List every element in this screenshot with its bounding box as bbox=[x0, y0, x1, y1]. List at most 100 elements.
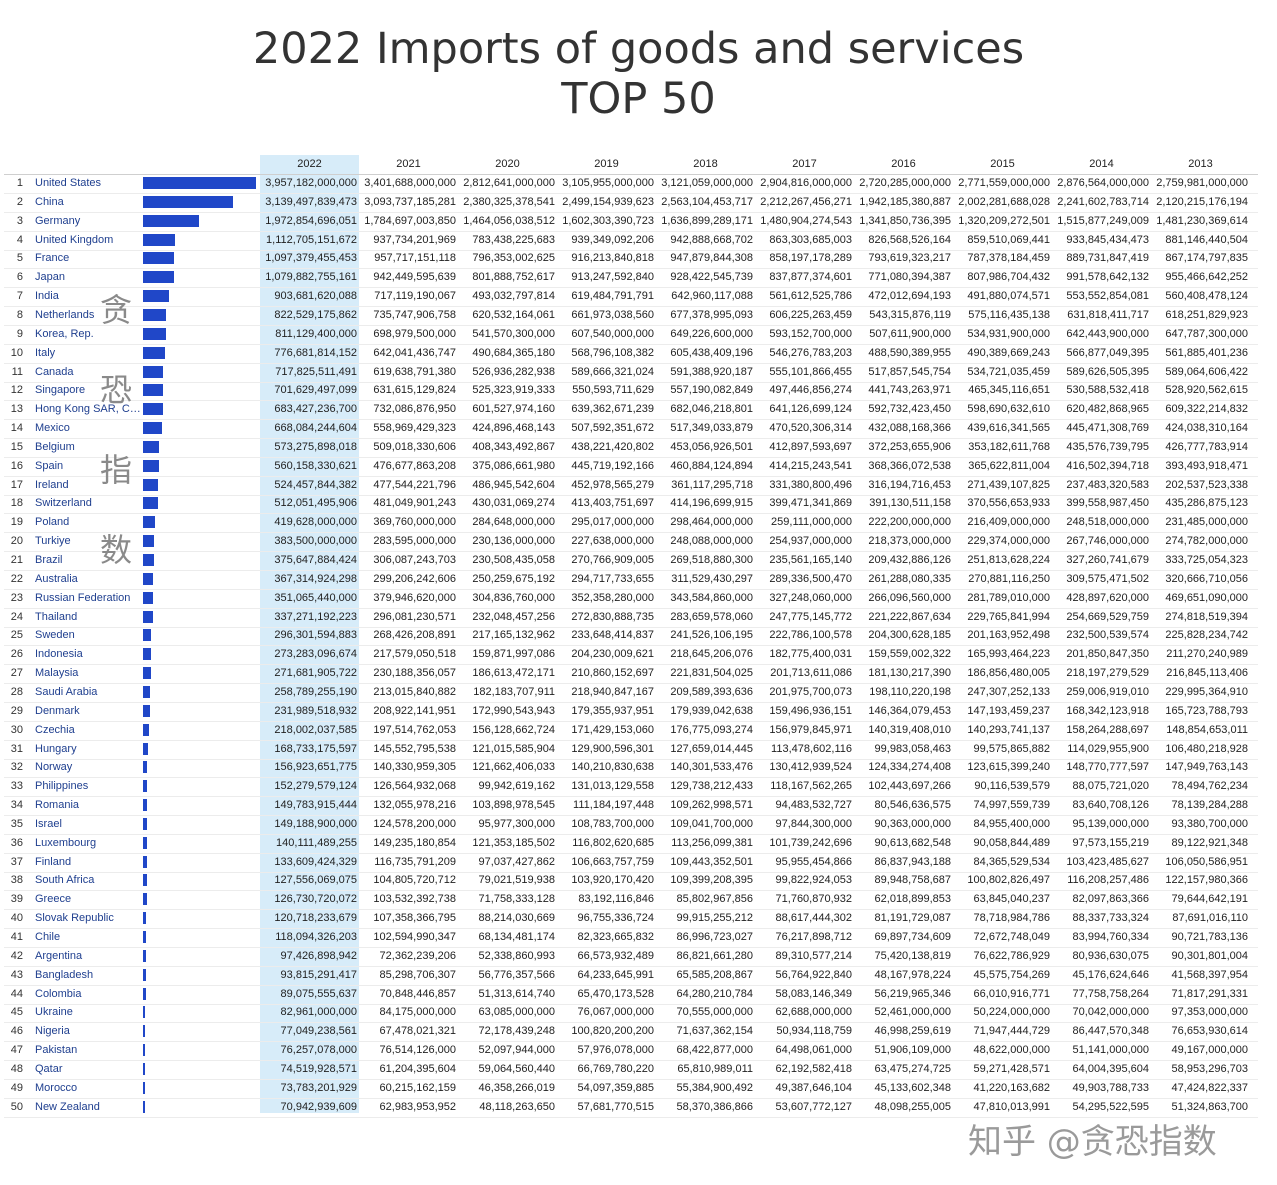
cell-2013: 424,038,310,164 bbox=[1165, 422, 1248, 435]
cell-2020: 88,214,030,669 bbox=[478, 912, 555, 925]
cell-2014: 445,471,308,769 bbox=[1066, 422, 1149, 435]
cell-2019: 916,213,840,818 bbox=[571, 252, 654, 265]
cell-2017: 641,126,699,124 bbox=[769, 403, 852, 416]
cell-2019: 116,802,620,685 bbox=[572, 836, 654, 849]
country-name: Mexico bbox=[35, 422, 70, 435]
cell-2022: 133,609,424,329 bbox=[274, 855, 357, 868]
country-name: Qatar bbox=[35, 1062, 63, 1075]
cell-2022: 74,519,928,571 bbox=[280, 1062, 357, 1075]
cell-2022: 296,301,594,883 bbox=[274, 629, 357, 642]
cell-2016: 181,130,217,390 bbox=[868, 667, 951, 680]
cell-2017: 101,739,242,696 bbox=[769, 836, 852, 849]
cell-2014: 232,500,539,574 bbox=[1066, 629, 1149, 642]
cell-2019: 413,403,751,697 bbox=[571, 497, 654, 510]
cell-2019: 639,362,671,239 bbox=[571, 403, 654, 416]
cell-2017: 62,688,000,000 bbox=[775, 1006, 852, 1019]
cell-2013: 106,480,218,928 bbox=[1165, 742, 1248, 755]
cell-2020: 408,343,492,867 bbox=[472, 440, 555, 453]
cell-2021: 642,041,436,747 bbox=[373, 346, 456, 359]
rank: 31 bbox=[10, 742, 23, 755]
table-row: 15 Belgium 573,275,898,018 509,018,330,606 4… bbox=[4, 438, 1258, 458]
cell-2015: 59,271,428,571 bbox=[973, 1062, 1050, 1075]
cell-2022: 126,730,720,072 bbox=[274, 893, 357, 906]
cell-2014: 991,578,642,132 bbox=[1066, 271, 1149, 284]
cell-2013: 320,666,710,056 bbox=[1165, 572, 1248, 585]
cell-2014: 553,552,854,081 bbox=[1066, 290, 1149, 303]
rank: 21 bbox=[10, 554, 23, 566]
rank: 8 bbox=[16, 308, 23, 321]
cell-2019: 111,184,197,448 bbox=[573, 799, 654, 812]
table-row: 6 Japan 1,079,882,755,161 942,449,595,639 80… bbox=[4, 268, 1258, 289]
cell-2017: 259,111,000,000 bbox=[771, 516, 852, 529]
cell-2019: 2,499,154,939,623 bbox=[562, 195, 654, 208]
cell-2020: 52,338,860,993 bbox=[478, 949, 555, 962]
cell-2021: 116,735,791,209 bbox=[374, 855, 456, 868]
cell-2013: 229,995,364,910 bbox=[1165, 685, 1248, 698]
cell-2020: 304,836,760,000 bbox=[472, 591, 555, 604]
rank: 13 bbox=[10, 403, 23, 416]
bar-2022 bbox=[143, 723, 149, 736]
cell-2013: 93,380,700,000 bbox=[1171, 817, 1248, 830]
cell-2019: 438,221,420,802 bbox=[571, 440, 654, 453]
cell-2022: 271,681,905,722 bbox=[274, 667, 357, 680]
country-name: Denmark bbox=[35, 704, 80, 717]
cell-2022: 89,075,555,637 bbox=[280, 987, 357, 1000]
cell-2017: 71,760,870,932 bbox=[775, 893, 852, 906]
cell-2014: 620,482,868,965 bbox=[1066, 403, 1149, 416]
cell-2017: 289,336,500,470 bbox=[769, 572, 852, 585]
cell-2019: 661,973,038,560 bbox=[571, 308, 654, 321]
cell-2013: 148,854,653,011 bbox=[1166, 723, 1248, 736]
country-name: Greece bbox=[35, 893, 72, 906]
cell-2016: 140,319,408,010 bbox=[868, 723, 951, 736]
rank: 11 bbox=[11, 365, 23, 378]
cell-2014: 248,518,000,000 bbox=[1066, 516, 1149, 529]
cell-2021: 61,204,395,604 bbox=[379, 1062, 456, 1075]
rank: 50 bbox=[10, 1100, 23, 1113]
cell-2021: 140,330,959,305 bbox=[373, 761, 456, 774]
cell-2021: 735,747,906,758 bbox=[373, 308, 456, 321]
rank: 18 bbox=[10, 497, 23, 510]
rank: 14 bbox=[10, 422, 23, 435]
cell-2014: 51,141,000,000 bbox=[1072, 1044, 1149, 1057]
cell-2021: 268,426,208,891 bbox=[373, 629, 456, 642]
country-name: Germany bbox=[35, 214, 81, 227]
cell-2019: 140,210,830,638 bbox=[571, 761, 654, 774]
cell-2013: 147,949,763,143 bbox=[1165, 761, 1248, 774]
cell-2020: 541,570,300,000 bbox=[472, 327, 555, 340]
country-name: Hungary bbox=[35, 742, 77, 755]
table-row: 1 United States 3,957,182,000,000 3,401,688… bbox=[4, 174, 1258, 194]
cell-2022: 82,961,000,000 bbox=[280, 1006, 357, 1019]
cell-2017: 254,937,000,000 bbox=[769, 535, 852, 548]
table-row: 35 Israel 149,188,900,000 124,578,200,000 95… bbox=[4, 815, 1258, 835]
country-name: New Zealand bbox=[35, 1100, 100, 1113]
cell-2014: 88,075,721,020 bbox=[1072, 780, 1149, 793]
cell-2021: 558,969,429,323 bbox=[373, 422, 456, 435]
cell-2016: 89,948,758,687 bbox=[874, 874, 951, 887]
cell-2015: 353,182,611,768 bbox=[968, 440, 1050, 453]
cell-2019: 76,067,000,000 bbox=[577, 1006, 654, 1019]
bar-2022 bbox=[143, 252, 174, 265]
cell-2019: 65,470,173,528 bbox=[577, 987, 654, 1000]
cell-2017: 546,276,783,203 bbox=[769, 346, 852, 359]
cell-2019: 103,920,170,420 bbox=[571, 874, 654, 887]
cell-2015: 2,771,559,000,000 bbox=[958, 177, 1050, 189]
cell-2020: 601,527,974,160 bbox=[472, 403, 555, 416]
cell-2013: 211,270,240,989 bbox=[1166, 648, 1248, 661]
cell-2019: 210,860,152,697 bbox=[571, 667, 654, 680]
cell-2013: 589,064,606,422 bbox=[1165, 365, 1248, 378]
cell-2016: 372,253,655,906 bbox=[868, 440, 951, 453]
cell-2019: 1,602,303,390,723 bbox=[562, 214, 654, 227]
table-row: 16 Spain 560,158,330,621 476,677,863,208 375… bbox=[4, 457, 1258, 477]
country-name: Norway bbox=[35, 761, 73, 774]
cell-2022: 1,972,854,696,051 bbox=[265, 214, 357, 227]
bar-2022 bbox=[143, 629, 151, 642]
country-name: Italy bbox=[35, 346, 56, 359]
cell-2020: 1,464,056,038,512 bbox=[463, 214, 555, 227]
cell-2017: 470,520,306,314 bbox=[769, 422, 852, 435]
cell-2016: 62,018,899,853 bbox=[874, 893, 951, 906]
rank: 30 bbox=[10, 723, 23, 736]
cell-2015: 491,880,074,571 bbox=[967, 290, 1050, 303]
bar-2022 bbox=[143, 535, 154, 548]
cell-2014: 933,845,434,473 bbox=[1066, 233, 1149, 246]
cell-2022: 337,271,192,223 bbox=[274, 610, 357, 623]
